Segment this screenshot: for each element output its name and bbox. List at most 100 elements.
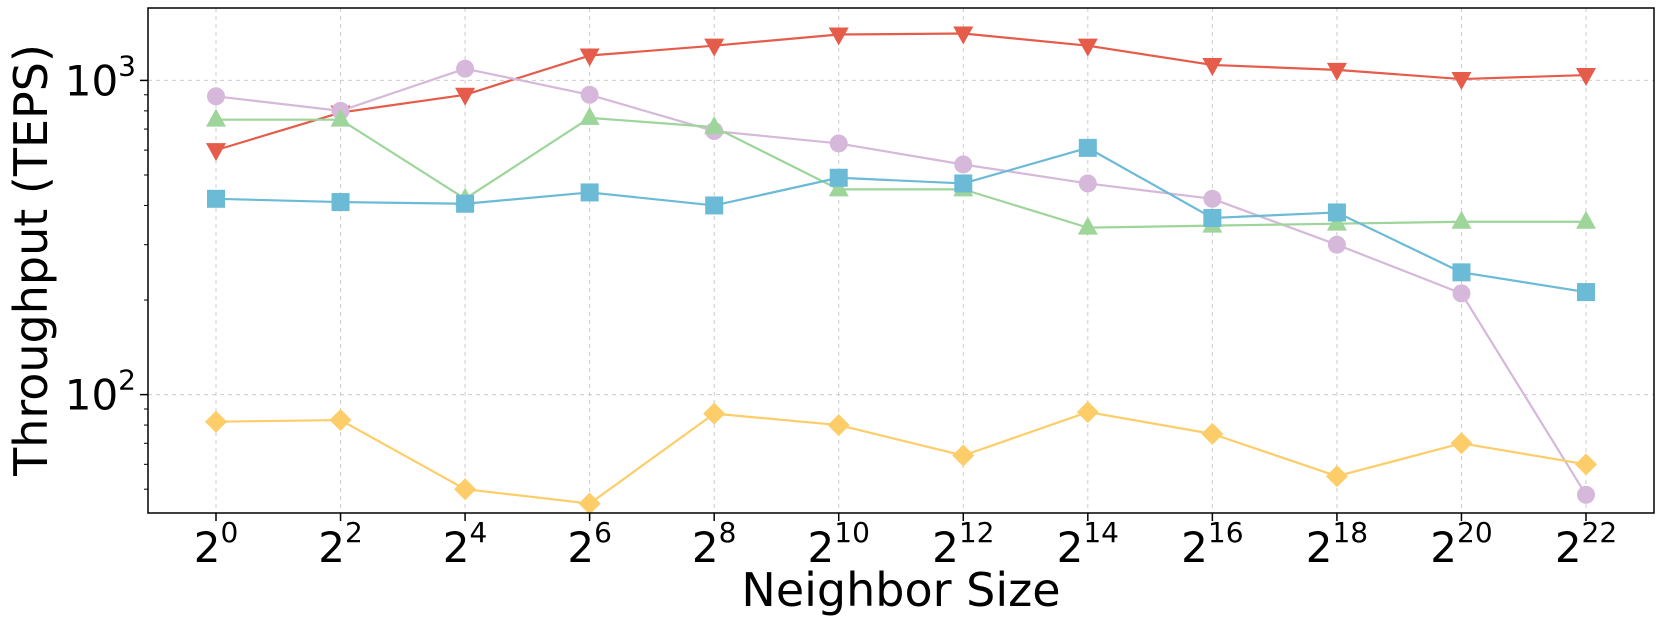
y-tick-base: 10 (65, 371, 118, 420)
data-point-green (1326, 212, 1347, 231)
x-tick-exponent: 0 (220, 516, 238, 549)
x-tick-exponent: 4 (470, 516, 488, 549)
data-point-blue (331, 193, 350, 212)
data-point-blue (456, 194, 475, 213)
data-point-blue (954, 174, 973, 193)
x-tick-exponent: 2 (345, 516, 363, 549)
data-point-blue (1577, 283, 1595, 302)
data-point-blue (1203, 208, 1222, 227)
series-line-yellow (215, 410, 1587, 505)
x-tick-base: 2 (1057, 523, 1084, 572)
x-tick-exponent: 20 (1457, 516, 1493, 549)
data-point-red (704, 38, 725, 57)
data-point-green (1576, 210, 1596, 229)
x-tick-label: 24 (443, 516, 488, 572)
series-line-purple (215, 67, 1587, 496)
x-tick-label: 26 (567, 516, 612, 572)
data-point-red (206, 143, 226, 162)
data-point-red (828, 27, 849, 46)
x-axis-ticks: 20 22 24 26 28 210 212 214 216 218 220 222 (194, 513, 1617, 572)
data-point-blue (705, 196, 724, 215)
x-tick-base: 2 (1555, 523, 1582, 572)
x-tick-exponent: 10 (834, 516, 870, 549)
x-tick-label: 22 (318, 516, 363, 572)
y-tick-base: 10 (65, 56, 118, 105)
data-point-yellow (1450, 432, 1473, 455)
data-point-blue (207, 189, 225, 208)
x-tick-base: 2 (932, 523, 959, 572)
data-point-blue (829, 168, 848, 187)
data-point-green (704, 116, 725, 135)
data-point-purple (580, 85, 599, 104)
y-axis-label: Throughput (TEPS) (4, 44, 58, 477)
x-tick-label: 20 (194, 516, 239, 572)
y-tick-label: 103 (65, 49, 136, 105)
data-point-red (1202, 57, 1223, 76)
data-point-green (330, 108, 351, 127)
series-line-red (215, 32, 1587, 152)
data-point-purple (1203, 189, 1222, 208)
x-axis-label: Neighbor Size (741, 563, 1060, 617)
data-point-red (1326, 62, 1347, 81)
data-point-green (579, 106, 600, 125)
plot-frame (147, 7, 1655, 514)
data-point-yellow (1325, 465, 1348, 488)
x-tick-base: 2 (318, 523, 345, 572)
x-tick-base: 2 (443, 523, 470, 572)
data-point-green (1077, 216, 1098, 235)
x-tick-exponent: 14 (1083, 516, 1119, 549)
series-lines (215, 32, 1587, 505)
y-tick-exponent: 2 (118, 364, 136, 397)
series-line-blue (215, 146, 1587, 294)
data-point-red (455, 87, 476, 106)
grid-lines (148, 8, 1654, 513)
x-tick-label: 212 (932, 516, 994, 572)
data-point-blue (1452, 263, 1471, 282)
x-tick-base: 2 (1306, 523, 1333, 572)
data-point-purple (1577, 485, 1595, 504)
data-point-yellow (952, 444, 975, 467)
y-tick-exponent: 3 (118, 49, 136, 82)
x-tick-base: 2 (692, 523, 719, 572)
data-point-yellow (703, 402, 726, 425)
x-tick-label: 28 (692, 516, 737, 572)
x-tick-exponent: 22 (1582, 516, 1618, 549)
x-tick-exponent: 16 (1208, 516, 1244, 549)
x-tick-base: 2 (1181, 523, 1208, 572)
x-tick-exponent: 6 (594, 516, 612, 549)
x-tick-label: 210 (808, 516, 870, 572)
data-point-blue (1078, 138, 1097, 157)
data-point-blue (580, 183, 599, 202)
data-point-green (206, 108, 226, 127)
x-tick-label: 218 (1306, 516, 1368, 572)
data-point-yellow (578, 492, 601, 515)
data-point-purple (1078, 174, 1097, 193)
x-tick-label: 220 (1430, 516, 1492, 572)
data-point-yellow (329, 409, 352, 432)
data-point-green (1451, 210, 1472, 229)
x-tick-label: 222 (1555, 516, 1617, 572)
data-point-green (828, 178, 849, 197)
data-point-red (953, 26, 974, 45)
data-point-red (1576, 68, 1596, 87)
data-point-red (579, 48, 600, 67)
data-point-yellow (1201, 422, 1224, 445)
data-point-red (1451, 72, 1472, 91)
data-point-yellow (1076, 401, 1099, 424)
y-tick-label: 102 (65, 364, 136, 420)
data-point-purple (207, 87, 225, 106)
data-point-purple (954, 155, 973, 174)
x-tick-exponent: 18 (1332, 516, 1368, 549)
x-tick-exponent: 8 (719, 516, 737, 549)
x-tick-base: 2 (567, 523, 594, 572)
data-point-purple (456, 59, 475, 78)
x-tick-label: 214 (1057, 516, 1119, 572)
data-point-purple (1452, 284, 1471, 303)
data-point-purple (1327, 235, 1346, 254)
x-tick-base: 2 (194, 523, 221, 572)
data-point-blue (1327, 203, 1346, 222)
data-point-red (1077, 38, 1098, 57)
x-tick-base: 2 (808, 523, 835, 572)
